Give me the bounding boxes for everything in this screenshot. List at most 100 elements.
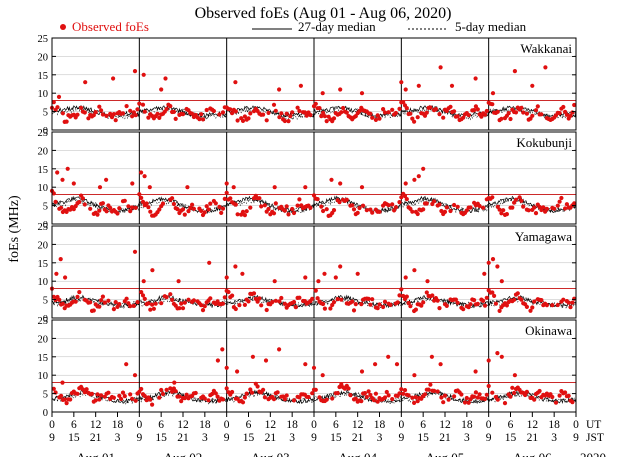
observed-point xyxy=(395,300,400,305)
observed-point xyxy=(371,398,377,403)
observed-point xyxy=(157,395,162,400)
observed-point xyxy=(435,389,440,394)
observed-point xyxy=(561,104,566,110)
observed-point xyxy=(282,301,287,306)
observed-point xyxy=(164,106,169,112)
observed-point xyxy=(486,383,491,389)
observed-point xyxy=(406,393,411,398)
ut-tick-label: 0 xyxy=(136,419,142,431)
observed-point xyxy=(139,170,144,175)
observed-point xyxy=(424,110,429,115)
observed-point xyxy=(75,294,80,299)
observed-point xyxy=(375,113,380,118)
observed-point xyxy=(415,211,420,217)
y-tick-label: 20 xyxy=(38,146,49,157)
observed-point xyxy=(170,389,175,394)
observed-point xyxy=(177,306,182,311)
observed-point xyxy=(339,110,344,115)
observed-point xyxy=(140,293,146,298)
observed-point xyxy=(338,264,343,269)
observed-point xyxy=(321,301,326,307)
observed-point xyxy=(563,390,568,395)
observed-point xyxy=(242,302,247,307)
observed-point xyxy=(382,299,388,304)
observed-point xyxy=(425,279,430,284)
observed-point xyxy=(324,119,329,124)
observed-point xyxy=(568,305,573,310)
observed-point xyxy=(564,202,570,207)
ut-tick-label: 0 xyxy=(398,419,404,431)
observed-point xyxy=(97,104,102,109)
observed-point xyxy=(55,170,60,175)
observed-point xyxy=(493,301,498,306)
y-tick-label: 0 xyxy=(43,220,48,231)
observed-point xyxy=(486,358,491,363)
observed-point xyxy=(233,80,238,85)
observed-point xyxy=(82,202,87,207)
ut-axis-label: UT xyxy=(586,419,601,431)
observed-point xyxy=(413,307,418,312)
observed-point xyxy=(150,302,155,307)
observed-point xyxy=(552,206,557,211)
observed-point xyxy=(117,302,122,307)
observed-point xyxy=(404,106,409,111)
observed-point xyxy=(419,303,424,308)
observed-point xyxy=(291,299,297,305)
observed-point xyxy=(375,399,380,404)
observed-point xyxy=(139,290,144,295)
observed-point xyxy=(55,105,60,110)
observed-point xyxy=(475,301,480,306)
station-panel-wakkanai: 0 5 10 15 20 25 Wakkanai xyxy=(38,34,577,137)
observed-point xyxy=(170,196,175,201)
observed-point xyxy=(495,109,500,114)
observed-point xyxy=(429,354,434,359)
observed-point xyxy=(271,102,277,107)
jst-tick-label: 9 xyxy=(573,432,579,444)
observed-point xyxy=(71,207,76,212)
jst-tick-label: 3 xyxy=(377,432,383,444)
observed-point xyxy=(393,205,398,210)
observed-point xyxy=(171,201,176,207)
observed-point xyxy=(279,295,284,301)
observed-point xyxy=(401,293,406,299)
observed-point xyxy=(381,107,386,112)
observed-point xyxy=(572,201,577,206)
ut-tick-label: 12 xyxy=(265,419,277,431)
ut-tick-label: 0 xyxy=(573,419,579,431)
observed-point xyxy=(317,106,322,111)
observed-point xyxy=(73,299,78,304)
observed-point xyxy=(490,390,495,395)
observed-point xyxy=(64,401,69,406)
observed-point xyxy=(286,212,291,217)
y-tick-label: 0 xyxy=(43,126,48,137)
station-name-bg xyxy=(494,40,574,56)
observed-point xyxy=(517,195,522,200)
observed-point xyxy=(366,389,371,394)
observed-point xyxy=(353,114,358,119)
ut-tick-label: 18 xyxy=(374,419,386,431)
observed-point xyxy=(355,210,360,215)
observed-point xyxy=(402,388,408,393)
day-label: Aug 03 xyxy=(251,450,290,457)
jst-tick-label: 9 xyxy=(49,432,55,444)
observed-point xyxy=(533,108,539,113)
observed-point xyxy=(63,275,68,280)
ut-tick-label: 12 xyxy=(439,419,451,431)
observed-point xyxy=(510,385,515,390)
observed-point xyxy=(455,204,460,209)
legend: Observed foEs 27-day median 5-day median xyxy=(60,19,527,34)
observed-point xyxy=(511,200,517,205)
observed-point xyxy=(524,389,530,394)
observed-point xyxy=(308,112,313,118)
observed-point xyxy=(60,111,65,116)
observed-point xyxy=(377,302,382,307)
observed-point xyxy=(128,392,133,397)
observed-point xyxy=(437,112,442,117)
observed-point xyxy=(438,65,443,70)
observed-point xyxy=(484,108,489,114)
y-tick-label: 5 xyxy=(43,390,48,401)
observed-point xyxy=(442,393,448,398)
observed-point xyxy=(403,181,408,186)
observed-point xyxy=(224,365,229,370)
observed-point xyxy=(415,115,420,120)
